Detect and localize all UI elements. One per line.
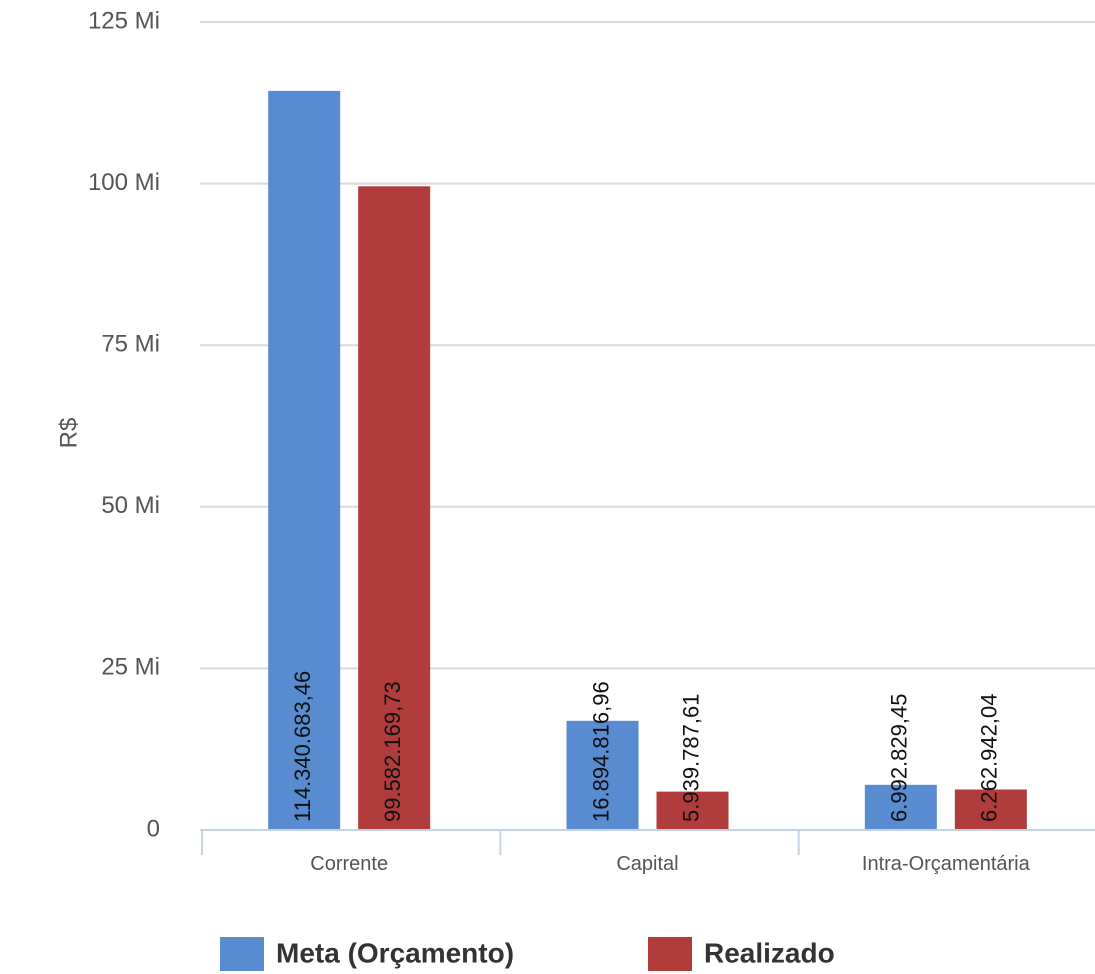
bar-value-label: 99.582.169,73 [380, 681, 405, 822]
legend-label: Meta (Orçamento) [276, 937, 514, 968]
bar-value-label: 114.340.683,46 [290, 671, 315, 822]
legend-swatch [220, 937, 264, 971]
y-tick-label: 100 Mi [88, 169, 160, 196]
y-tick-label: 0 [147, 815, 160, 842]
data-labels: 114.340.683,46 99.582.169,73 16.894.816,96… [290, 671, 1002, 822]
x-category-label: Intra-Orçamentária [862, 853, 1031, 875]
x-axis-category-labels: Corrente Capital Intra-Orçamentária [310, 853, 1030, 875]
bar-meta [864, 784, 937, 830]
bar-realizado [656, 791, 729, 830]
gridlines [200, 21, 1095, 670]
bar-meta [566, 720, 639, 830]
bar-meta [268, 90, 341, 830]
y-axis-label: R$ [55, 418, 82, 449]
y-tick-label: 75 Mi [101, 331, 160, 358]
bar-value-label: 6.262.942,04 [977, 694, 1002, 822]
legend-label: Realizado [704, 937, 835, 968]
y-tick-label: 125 Mi [88, 7, 160, 34]
bar-value-label: 6.992.829,45 [887, 694, 912, 822]
x-axis [200, 829, 1095, 855]
x-category-label: Capital [616, 853, 678, 875]
bar-realizado [358, 186, 431, 831]
bar-value-label: 5.939.787,61 [678, 694, 703, 822]
bar-value-label: 16.894.816,96 [588, 681, 613, 822]
bars [268, 90, 1027, 831]
y-axis-tick-labels: 0 25 Mi 50 Mi 75 Mi 100 Mi 125 Mi [88, 7, 160, 842]
y-tick-label: 25 Mi [101, 654, 160, 681]
y-tick-label: 50 Mi [101, 492, 160, 519]
bar-realizado [954, 789, 1027, 830]
legend: Meta (Orçamento) Realizado [220, 937, 835, 971]
legend-swatch [648, 937, 692, 971]
x-category-label: Corrente [310, 853, 388, 875]
